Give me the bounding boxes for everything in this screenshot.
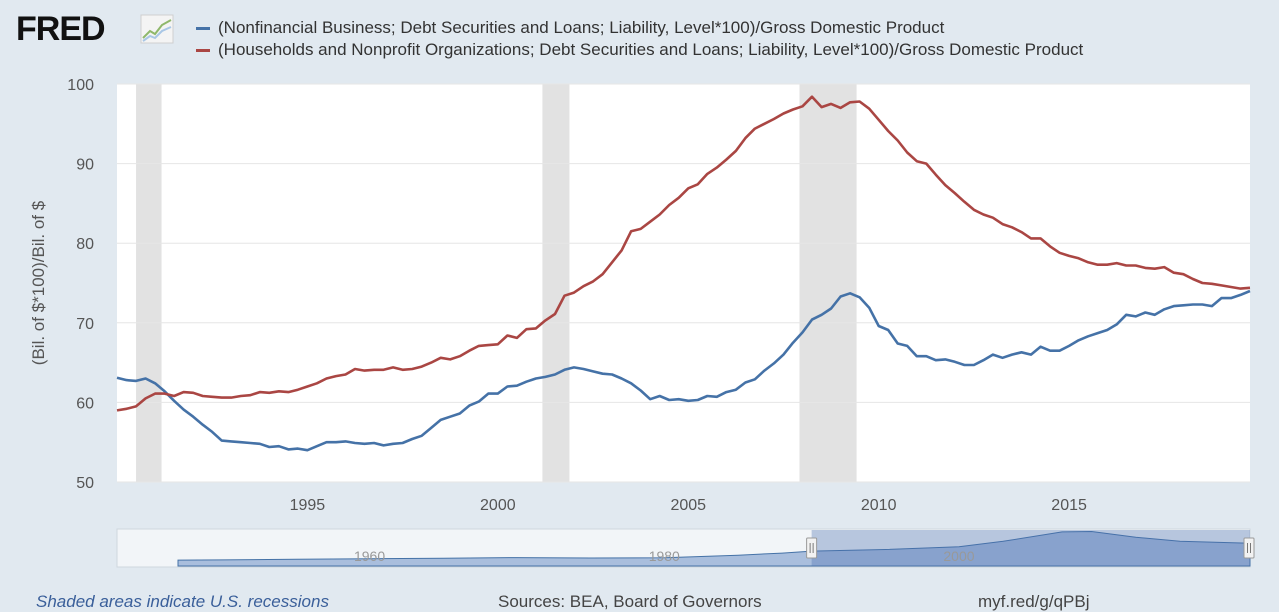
x-tick-label: 1995 [290,497,326,514]
y-axis-title: (Bil. of $*100)/Bil. of $ [29,200,48,365]
recession-band [542,84,570,482]
legend-swatch-blue [196,26,210,30]
y-tick-label: 60 [76,395,94,412]
navigator-tick-label: 1980 [649,548,680,564]
y-tick-label: 70 [76,316,94,333]
x-tick-label: 2000 [480,497,516,514]
legend: (Nonfinancial Business; Debt Securities … [196,17,1083,61]
handle-grip [1243,537,1255,559]
navigator-tick-label: 2000 [943,548,974,564]
plot-background [117,84,1250,482]
y-tick-label: 90 [76,157,94,174]
navigator-left-handle[interactable] [806,537,818,559]
navigator-selection [811,530,1250,566]
fred-logo[interactable]: FRED [16,10,106,48]
recession-band [136,84,162,482]
navigator-tick-label: 1960 [354,548,385,564]
legend-swatch-red [196,48,210,52]
sources-text: Sources: BEA, Board of Governors [498,592,762,611]
y-tick-label: 80 [76,236,94,253]
recession-band [799,84,857,482]
short-link[interactable]: myf.red/g/qPBj [978,592,1090,611]
y-tick-label: 100 [67,77,94,94]
legend-item-series-1[interactable]: (Nonfinancial Business; Debt Securities … [196,17,1083,39]
legend-label: (Nonfinancial Business; Debt Securities … [218,18,945,37]
chart-graph-icon [140,14,174,44]
legend-item-series-2[interactable]: (Households and Nonprofit Organizations;… [196,39,1083,61]
header: FRED (Nonfinancial Business; Debt Securi… [0,0,1279,70]
legend-label: (Households and Nonprofit Organizations;… [218,40,1084,59]
navigator-right-handle[interactable] [1243,537,1255,559]
recession-note: Shaded areas indicate U.S. recessions [36,592,329,611]
navigator-series-area [177,530,1251,567]
y-tick-label: 50 [76,475,94,492]
series-line-nonfinancial-business [116,289,1251,452]
x-tick-label: 2005 [670,497,706,514]
x-tick-label: 2010 [861,497,897,514]
x-tick-label: 2015 [1051,497,1087,514]
handle-grip [806,537,818,559]
series-line-households [116,95,1251,412]
